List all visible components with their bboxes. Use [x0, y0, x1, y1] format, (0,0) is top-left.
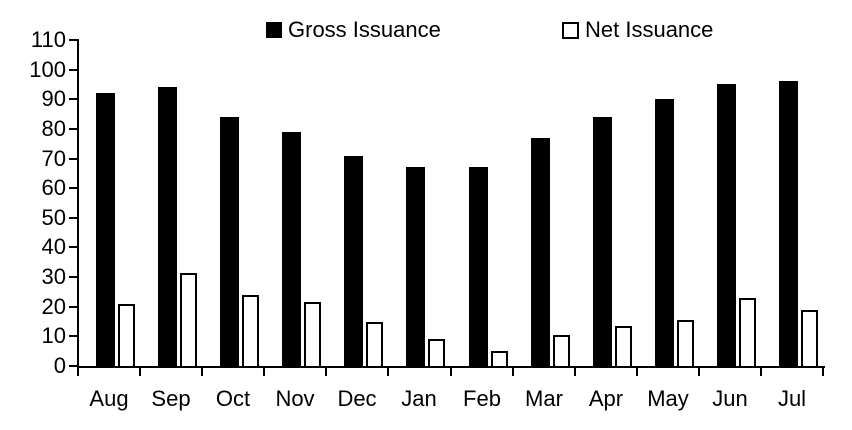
net-issuance-swatch-icon	[562, 21, 579, 39]
net-issuance-bar	[118, 304, 135, 368]
y-axis-tick	[69, 276, 78, 279]
gross-issuance-bar	[158, 87, 177, 366]
y-axis	[77, 39, 79, 368]
gross-issuance-swatch-icon	[266, 22, 282, 38]
gross-issuance-bar	[469, 167, 488, 366]
net-issuance-bar	[180, 273, 197, 368]
net-issuance-bar	[491, 351, 508, 368]
net-issuance-bar	[801, 310, 818, 368]
gross-issuance-bar	[406, 167, 425, 366]
y-axis-tick-label: 30	[41, 264, 66, 290]
x-axis-label: Dec	[337, 386, 377, 411]
x-axis-label: May	[647, 386, 689, 411]
y-axis-tick	[69, 68, 78, 71]
net-issuance-bar	[677, 320, 694, 368]
y-axis-tick	[69, 305, 78, 308]
y-axis-tick-label: 10	[41, 323, 66, 349]
y-axis-tick	[69, 365, 78, 367]
y-axis-tick	[69, 216, 78, 219]
x-axis-label: Jun	[712, 386, 748, 411]
gross-issuance-bar	[531, 138, 550, 366]
net-issuance-bar	[304, 302, 321, 368]
gross-issuance-bar	[779, 81, 798, 366]
x-axis-label: Oct	[215, 386, 251, 411]
net-issuance-bar	[366, 322, 383, 368]
y-axis-tick	[69, 98, 78, 101]
gross-issuance-bar	[655, 99, 674, 366]
gross-issuance-bar	[220, 117, 239, 366]
x-axis-label: Jan	[401, 386, 437, 411]
net-issuance-bar	[428, 339, 445, 368]
x-axis-label: Nov	[275, 386, 315, 411]
legend-item-gross-issuance: Gross Issuance	[266, 19, 441, 41]
y-axis-tick-label: 110	[30, 27, 66, 52]
y-axis-tick-label: 90	[41, 86, 66, 112]
y-axis-tick-label: 0	[53, 353, 66, 378]
x-axis-label: Sep	[151, 386, 191, 411]
x-axis-tick	[77, 368, 79, 376]
y-axis-tick-label: 50	[41, 204, 66, 230]
y-axis-tick-label: 60	[41, 175, 66, 201]
x-axis-label: Apr	[588, 386, 624, 411]
y-axis-tick	[69, 127, 78, 130]
net-issuance-bar	[242, 295, 259, 368]
x-axis-tick	[822, 368, 824, 376]
x-axis-tick	[635, 368, 638, 376]
x-axis	[77, 366, 825, 368]
x-axis-tick	[263, 368, 266, 376]
x-axis-label: Feb	[463, 386, 501, 411]
x-axis-tick	[449, 368, 452, 376]
legend-label-gross-issuance: Gross Issuance	[288, 17, 441, 42]
gross-issuance-bar	[593, 117, 612, 366]
y-axis-tick-label: 80	[41, 115, 66, 141]
legend-label-net-issuance: Net Issuance	[585, 17, 714, 42]
x-axis-tick	[201, 368, 204, 376]
y-axis-tick	[69, 335, 78, 338]
x-axis-label: Mar	[525, 386, 563, 411]
net-issuance-bar	[615, 326, 632, 368]
x-axis-tick	[697, 368, 700, 376]
gross-issuance-bar	[717, 84, 736, 366]
legend-item-net-issuance: Net Issuance	[562, 19, 713, 41]
y-axis-tick-label: 20	[41, 293, 66, 319]
y-axis-tick-label: 100	[29, 56, 66, 82]
x-axis-tick	[139, 368, 142, 376]
x-axis-label: Jul	[777, 386, 807, 411]
gross-issuance-bar	[344, 156, 363, 366]
y-axis-tick	[69, 157, 78, 160]
gross-issuance-bar	[96, 93, 115, 366]
x-axis-label: Aug	[89, 386, 129, 411]
x-axis-tick	[511, 368, 514, 376]
net-issuance-bar	[739, 298, 756, 368]
x-axis-tick	[573, 368, 576, 376]
x-axis-tick	[325, 368, 328, 376]
x-axis-tick	[759, 368, 762, 376]
net-issuance-bar	[553, 335, 570, 368]
y-axis-tick-label: 40	[41, 234, 66, 260]
y-axis-tick	[69, 246, 78, 249]
x-axis-tick	[387, 368, 390, 376]
y-axis-tick	[69, 39, 78, 41]
y-axis-tick	[69, 187, 78, 190]
gross-issuance-bar	[282, 132, 301, 366]
y-axis-tick-label: 70	[41, 145, 66, 171]
